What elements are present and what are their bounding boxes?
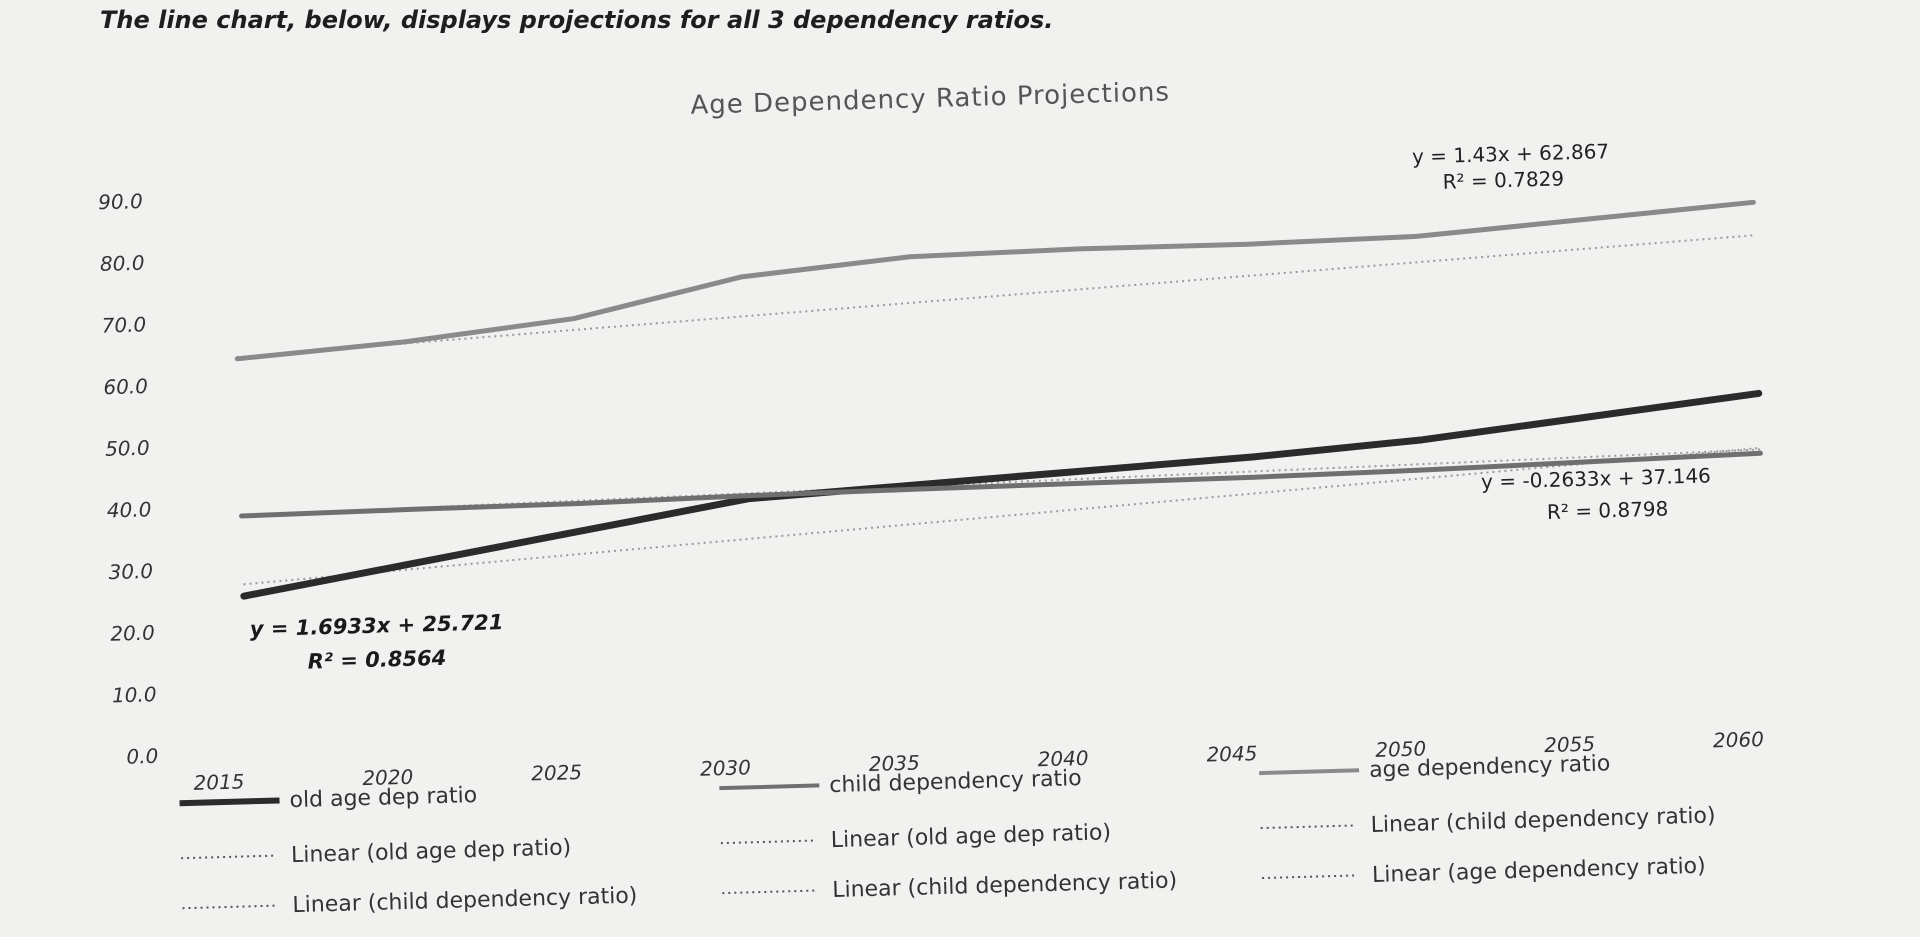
y-tick-label: 30.0	[108, 559, 153, 584]
x-axis-ticks: 2015 2020 2025 2030 2035 2040 2045 2050 2055 2060	[193, 727, 1764, 795]
legend-swatch-dotted	[182, 904, 278, 910]
y-tick-label: 20.0	[110, 621, 155, 646]
legend-swatch-dotted	[1260, 824, 1356, 830]
x-tick-label: 2050	[1375, 736, 1427, 761]
y-tick-label: 40.0	[107, 497, 152, 522]
series-lines	[234, 199, 1763, 600]
legend-label: Linear (age dependency ratio)	[1372, 854, 1706, 888]
y-tick-label: 70.0	[101, 312, 146, 337]
chart-title: Age Dependency Ratio Projections	[690, 77, 1170, 120]
legend-label: Linear (child dependency ratio)	[832, 868, 1178, 903]
eq-old-age: y = 1.6933x + 25.721	[249, 610, 503, 641]
legend-label: Linear (child dependency ratio)	[292, 884, 638, 919]
x-tick-label: 2015	[193, 769, 245, 794]
series-line-1	[239, 450, 1763, 519]
legend-label: child dependency ratio	[829, 766, 1082, 798]
y-tick-label: 80.0	[100, 251, 145, 276]
y-axis-ticks: 0.0 10.0 20.0 30.0 40.0 50.0 60.0 70.0 80.0 90.0	[98, 189, 159, 769]
x-tick-label: 2045	[1206, 741, 1258, 766]
series-line-2	[234, 199, 1756, 362]
trendline-equations: y = 1.43x + 62.867 R² = 0.7829 y = -0.26…	[249, 139, 1711, 674]
x-tick-label: 2020	[362, 765, 414, 790]
x-tick-label: 2040	[1037, 746, 1089, 771]
legend-swatch-dotted	[722, 889, 818, 895]
legend-swatch-dotted	[181, 854, 277, 860]
legend-swatch-dotted	[1262, 874, 1358, 880]
intro-text: The line chart, below, displays projecti…	[100, 6, 1054, 34]
trendline-0	[243, 446, 1761, 586]
y-tick-label: 0.0	[126, 744, 158, 769]
y-tick-label: 10.0	[112, 682, 157, 707]
x-tick-label: 2055	[1544, 732, 1596, 757]
trendlines	[237, 234, 1761, 586]
x-tick-label: 2030	[700, 755, 752, 780]
legend-swatch-dotted	[720, 839, 816, 845]
legend-swatch	[719, 783, 820, 791]
x-tick-label: 2025	[531, 760, 583, 785]
y-tick-label: 50.0	[105, 436, 150, 461]
y-tick-label: 60.0	[103, 374, 148, 399]
r2-child: R² = 0.8798	[1547, 497, 1669, 524]
series-line-0	[240, 389, 1763, 600]
legend-swatch	[1259, 768, 1360, 776]
x-tick-label: 2035	[869, 751, 921, 776]
legend-label: age dependency ratio	[1369, 751, 1611, 783]
legend-label: Linear (child dependency ratio)	[1370, 803, 1716, 838]
y-tick-label: 90.0	[98, 189, 143, 214]
r2-age-dep: R² = 0.7829	[1442, 166, 1564, 193]
legend-label: Linear (old age dep ratio)	[291, 835, 572, 868]
eq-child: y = -0.2633x + 37.146	[1481, 463, 1711, 493]
eq-age-dep: y = 1.43x + 62.867	[1412, 139, 1610, 168]
r2-old-age: R² = 0.8564	[307, 646, 446, 674]
x-tick-label: 2060	[1713, 727, 1765, 752]
legend-swatch	[179, 797, 280, 807]
legend-label: old age dep ratio	[289, 783, 477, 813]
trendline-2	[237, 234, 1755, 358]
legend-label: Linear (old age dep ratio)	[831, 820, 1112, 853]
